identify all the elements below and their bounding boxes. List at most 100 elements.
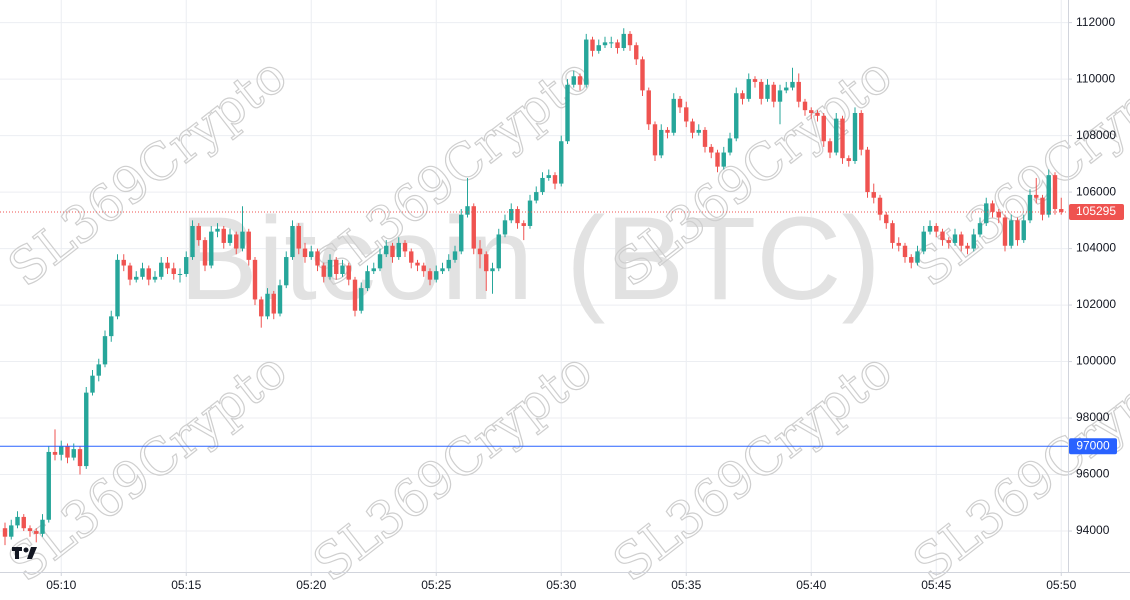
candle-body	[1002, 217, 1008, 246]
candle-body	[859, 112, 864, 150]
candle-body	[652, 124, 658, 156]
candle-body	[677, 98, 683, 108]
candle-body	[1040, 197, 1045, 215]
candle-body	[459, 214, 464, 252]
candle-layer	[0, 28, 1068, 546]
candle-body	[1034, 194, 1039, 198]
candle-body	[959, 234, 964, 246]
candle-body	[615, 42, 620, 49]
candle-body	[702, 129, 708, 147]
candle-body	[771, 84, 776, 102]
candle-body	[809, 110, 814, 113]
y-tick-label: 112000	[1076, 15, 1115, 29]
candle-body	[227, 234, 233, 243]
candle-body	[440, 268, 445, 272]
candle-body	[871, 192, 876, 198]
candle-body	[671, 98, 676, 133]
candle-body	[427, 271, 433, 280]
candle-body	[177, 273, 183, 275]
y-tick-label: 100000	[1076, 354, 1116, 368]
candle-body	[9, 525, 14, 537]
candle-body	[509, 209, 514, 221]
candle-body	[77, 449, 83, 467]
candle-body	[309, 251, 314, 258]
candle-body	[852, 112, 858, 162]
candle-body	[746, 79, 751, 99]
candle-body	[571, 76, 576, 85]
candle-body	[715, 152, 720, 167]
candle-body	[765, 84, 770, 99]
candle-body	[727, 138, 733, 153]
candle-body	[284, 257, 289, 286]
candle-body	[590, 39, 595, 51]
candle-body	[152, 276, 158, 280]
candle-body	[477, 248, 483, 255]
candle-body	[709, 146, 714, 153]
candle-body	[390, 245, 395, 258]
candle-body	[527, 200, 533, 226]
candle-body	[90, 375, 95, 393]
candle-body	[1015, 220, 1020, 241]
watermark-tag: SL369Crypto	[602, 341, 902, 593]
candle-body	[734, 93, 739, 139]
candle-body	[627, 33, 633, 46]
candle-body	[265, 293, 270, 317]
candle-body	[984, 203, 989, 224]
candle-body	[896, 242, 901, 246]
candle-body	[302, 248, 308, 258]
candle-body	[977, 223, 983, 235]
candle-body	[296, 225, 301, 249]
candle-body	[946, 240, 951, 243]
candle-body	[740, 93, 745, 99]
candle-body	[159, 262, 164, 277]
candle-body	[827, 141, 833, 153]
candle-body	[934, 225, 939, 232]
tradingview-logo	[12, 547, 37, 559]
candle-body	[546, 175, 551, 178]
candle-body	[927, 225, 933, 232]
candle-body	[790, 81, 795, 88]
candle-body	[34, 531, 39, 534]
candle-body	[321, 265, 326, 277]
candle-body	[2, 528, 8, 537]
last-price-badge	[1069, 203, 1124, 220]
candle-body	[759, 81, 764, 99]
candle-body	[559, 141, 564, 184]
candle-body	[121, 259, 126, 266]
candle-body	[596, 45, 601, 51]
candle-body	[621, 33, 626, 49]
candle-body	[602, 42, 608, 46]
candle-body	[721, 152, 726, 167]
price-line-label: 97000	[1076, 438, 1110, 452]
candle-body	[352, 279, 358, 311]
candle-body	[215, 228, 220, 232]
x-tick-label: 05:25	[421, 578, 451, 592]
candle-body	[259, 299, 264, 317]
candle-body	[402, 242, 408, 252]
candle-body	[27, 528, 33, 532]
candle-body	[884, 214, 889, 224]
candle-body	[634, 45, 639, 60]
candle-body	[240, 231, 245, 249]
candle-body	[940, 231, 945, 241]
candle-body	[15, 516, 20, 526]
candle-body	[996, 211, 1001, 218]
candle-body	[165, 262, 170, 269]
candle-body	[315, 251, 320, 266]
candle-body	[346, 265, 351, 280]
y-tick-label: 94000	[1076, 523, 1110, 537]
candle-body	[102, 336, 108, 365]
candle-body	[465, 206, 470, 215]
candle-body	[409, 251, 414, 263]
candle-body	[796, 81, 801, 102]
candle-body	[71, 449, 76, 458]
candle-body	[327, 259, 333, 277]
y-tick-label: 108000	[1076, 128, 1116, 142]
candle-body	[384, 245, 389, 255]
x-tick-label: 05:30	[546, 578, 576, 592]
y-tick-label: 102000	[1076, 297, 1116, 311]
candle-body	[252, 259, 258, 300]
candle-body	[377, 254, 383, 269]
